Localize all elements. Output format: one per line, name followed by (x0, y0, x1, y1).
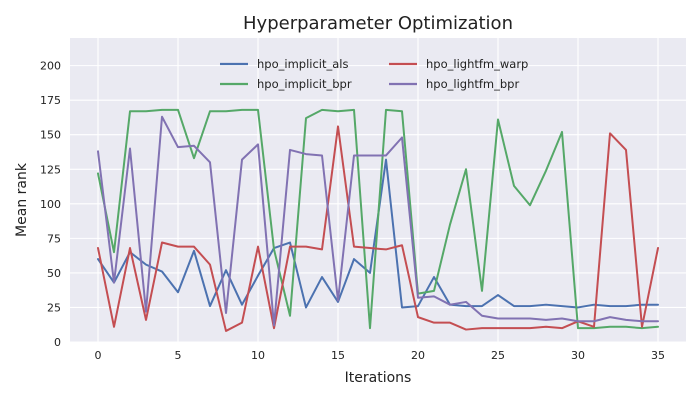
y-tick-label: 50 (47, 267, 61, 280)
x-tick-label: 10 (251, 349, 265, 362)
plot-area (70, 38, 686, 342)
x-tick-label: 15 (331, 349, 345, 362)
series-lines (97, 108, 659, 332)
chart-title: Hyperparameter Optimization (243, 13, 513, 34)
legend-label: hpo_implicit_als (257, 57, 348, 71)
legend-label: hpo_lightfm_bpr (426, 77, 519, 91)
y-tick-label: 175 (40, 94, 61, 107)
y-tick-labels: 0 25 50 75 100 125 150 175 200 (40, 60, 61, 349)
y-tick-label: 100 (40, 198, 61, 211)
x-tick-label: 0 (95, 349, 102, 362)
y-tick-label: 200 (40, 60, 61, 73)
y-tick-label: 150 (40, 129, 61, 142)
legend-label: hpo_implicit_bpr (257, 77, 352, 91)
x-axis-label: Iterations (345, 370, 412, 386)
y-tick-label: 125 (40, 163, 61, 176)
y-tick-label: 75 (47, 232, 61, 245)
series-line-hpo-implicit-bpr (97, 108, 659, 330)
legend-label: hpo_lightfm_warp (426, 57, 528, 71)
y-tick-label: 0 (54, 336, 61, 349)
series-line-hpo-lightfm-warp (97, 125, 659, 332)
x-tick-label: 30 (571, 349, 585, 362)
y-axis-label: Mean rank (14, 162, 30, 237)
x-tick-labels: 0 5 10 15 20 25 30 35 (95, 349, 666, 362)
series-line-hpo-lightfm-bpr (97, 115, 659, 327)
x-tick-label: 5 (175, 349, 182, 362)
x-tick-label: 20 (411, 349, 425, 362)
x-tick-label: 25 (491, 349, 505, 362)
y-tick-label: 25 (47, 301, 61, 314)
x-tick-label: 35 (651, 349, 665, 362)
legend: hpo_implicit_als hpo_implicit_bpr hpo_ligh… (220, 57, 528, 91)
